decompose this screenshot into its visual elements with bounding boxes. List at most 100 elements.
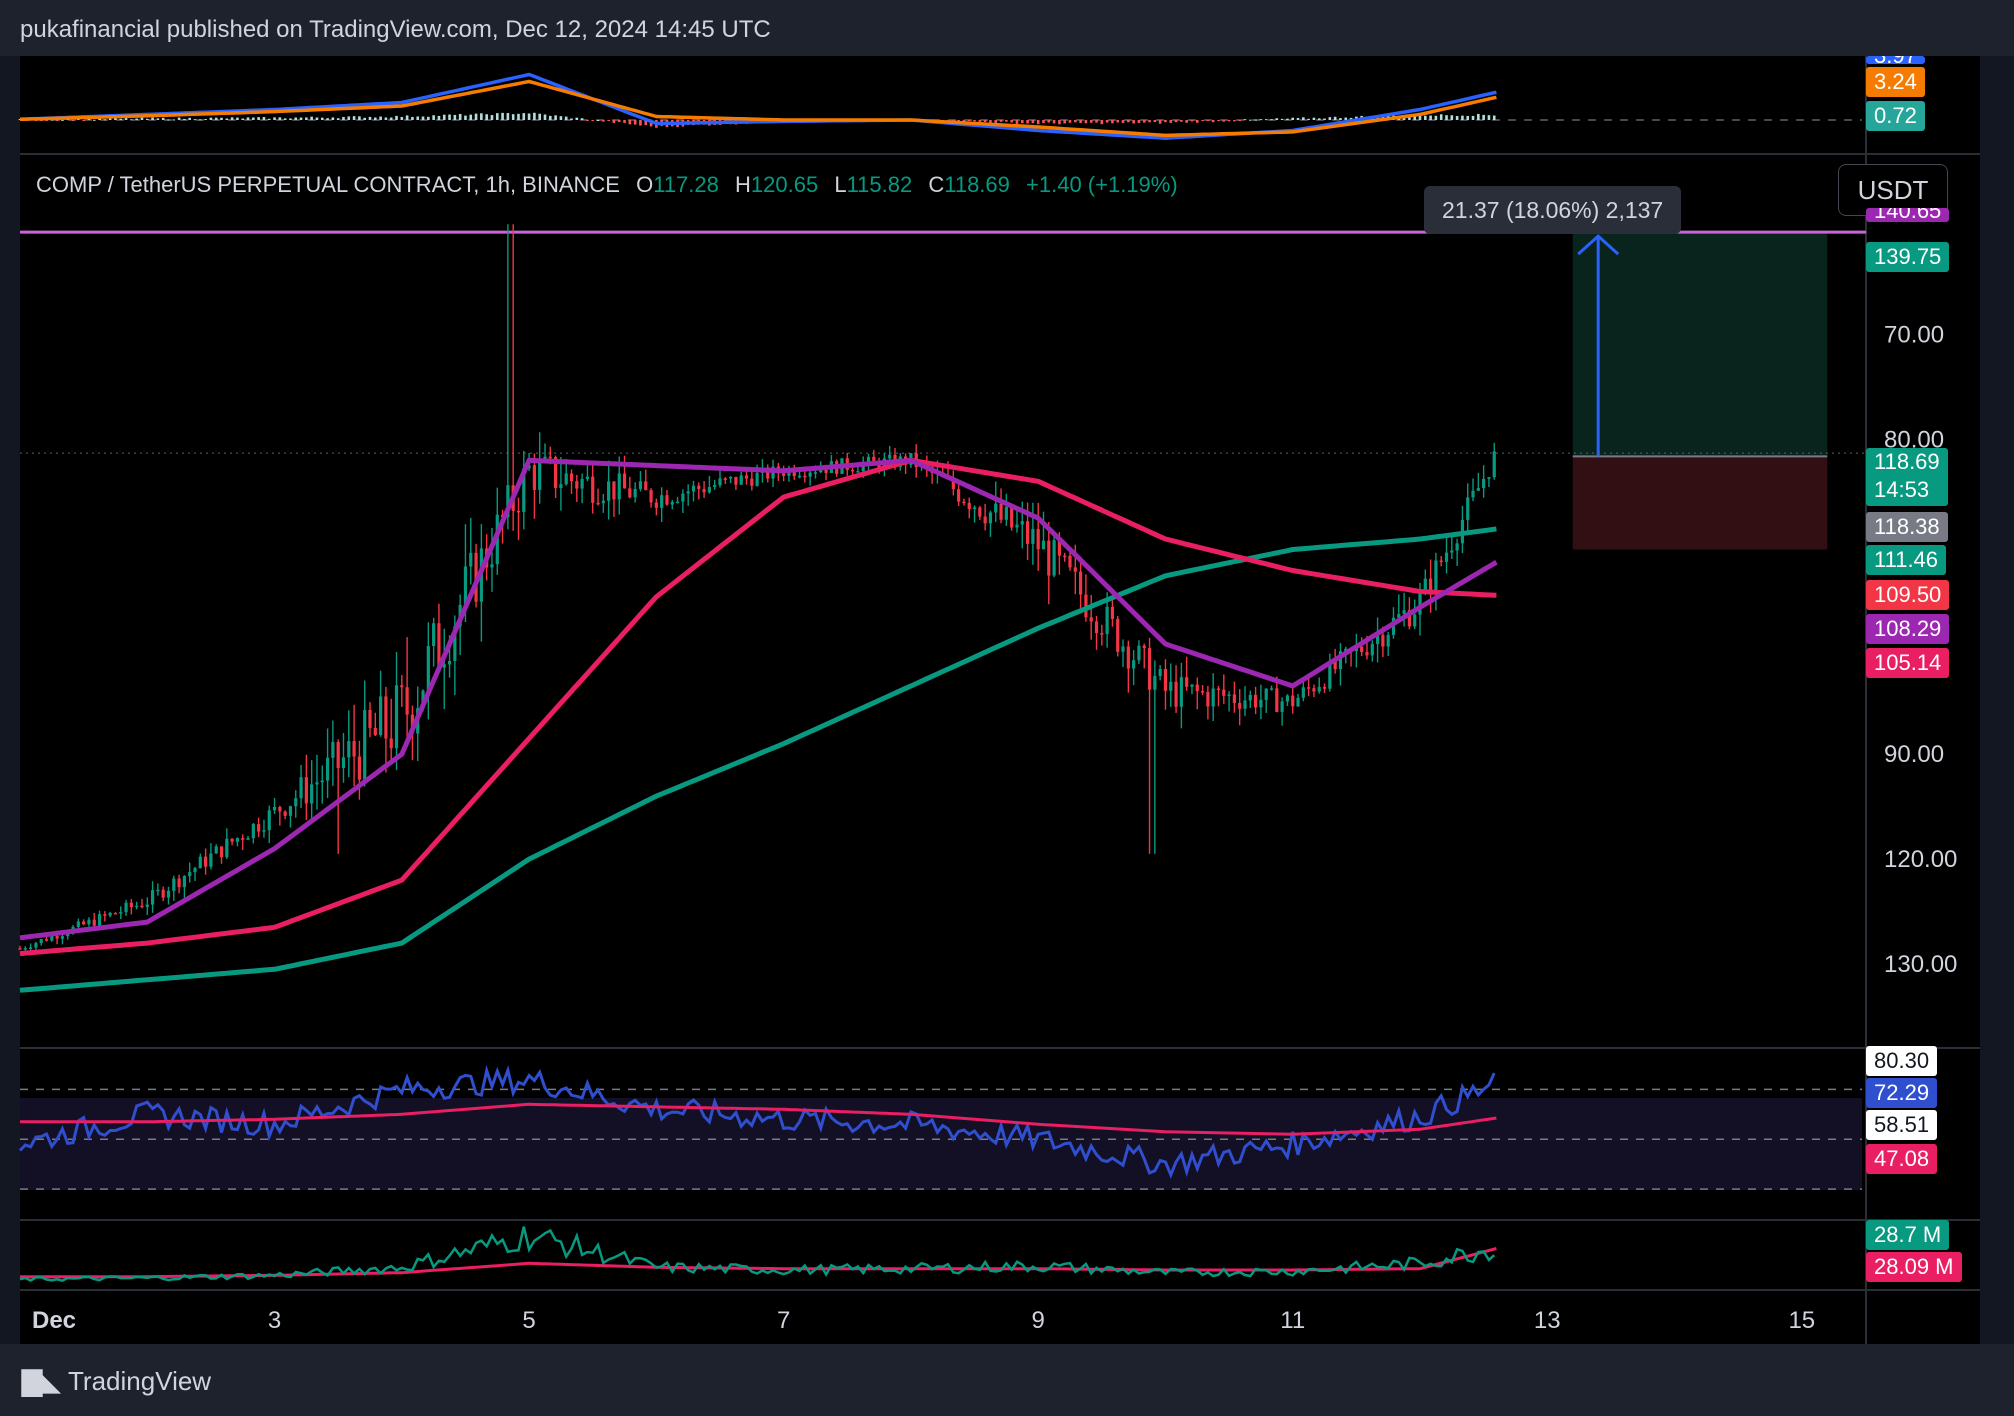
- candle-body: [994, 503, 998, 513]
- candle-body: [251, 824, 255, 839]
- price-label: 140.65: [1866, 208, 1950, 222]
- macd-histogram-bar: [45, 120, 48, 121]
- macd-histogram-bar: [273, 117, 276, 120]
- candle-body: [516, 510, 521, 513]
- candle-body: [405, 687, 409, 715]
- candle-body: [310, 784, 314, 804]
- candle-body: [681, 493, 685, 502]
- candle-body: [580, 478, 584, 489]
- macd-histogram-bar: [495, 113, 499, 120]
- macd-histogram-bar: [241, 118, 245, 120]
- macd-histogram-bar: [1148, 120, 1151, 123]
- candle-body: [172, 878, 176, 891]
- candle-body: [559, 484, 563, 488]
- tradingview-logo-icon: ▇◣: [22, 1366, 60, 1396]
- macd-histogram-bar: [559, 116, 563, 120]
- macd-histogram-bar: [1211, 120, 1215, 123]
- price-tick-label: 120.00: [1884, 846, 1957, 873]
- candle-body: [972, 507, 977, 509]
- price-label: 111.46: [1866, 545, 1947, 575]
- macd-histogram-bar: [1195, 120, 1199, 123]
- macd-histogram-bar: [1111, 120, 1114, 124]
- candle-body: [432, 623, 436, 646]
- macd-histogram-bar: [262, 116, 266, 120]
- measure-box[interactable]: [1572, 232, 1828, 550]
- candle-body: [209, 853, 213, 867]
- macd-histogram-bar: [1280, 118, 1284, 120]
- macd-histogram-bar: [464, 115, 467, 120]
- candle-body: [522, 468, 526, 512]
- tradingview-logo[interactable]: ▇◣ TradingView: [22, 1366, 211, 1397]
- macd-histogram-bar: [1206, 120, 1210, 121]
- macd-histogram-bar: [130, 119, 133, 121]
- macd-histogram-bar: [1116, 120, 1120, 123]
- macd-histogram-bar: [310, 116, 313, 120]
- macd-histogram-bar: [1344, 117, 1348, 120]
- candle-body: [718, 478, 722, 486]
- macd-histogram-bar: [87, 118, 91, 120]
- candle-body: [1004, 506, 1008, 520]
- candle-body: [166, 890, 171, 898]
- candle-body: [686, 491, 690, 494]
- macd-histogram-bar: [612, 120, 616, 123]
- candle-body: [352, 741, 356, 757]
- macd-histogram-bar: [580, 118, 584, 120]
- macd-histogram-bar: [299, 117, 303, 120]
- time-axis[interactable]: Dec 3 5 7 9 11 13 15: [32, 1307, 1815, 1334]
- macd-histogram-bar: [199, 119, 202, 121]
- price-tick-label: 90.00: [1884, 741, 1944, 768]
- macd-histogram-bar: [1031, 120, 1035, 124]
- macd-histogram-bar: [1323, 118, 1326, 120]
- macd-histogram-bar: [1418, 114, 1422, 120]
- candle-body: [872, 456, 876, 461]
- macd-histogram-bar: [522, 113, 526, 120]
- macd-histogram-bar: [1259, 119, 1263, 121]
- candle-body: [1206, 691, 1210, 707]
- candle-body: [426, 645, 430, 691]
- candle-body: [1153, 675, 1157, 690]
- macd-histogram-bar: [124, 118, 128, 120]
- macd-histogram-bar: [214, 117, 218, 120]
- currency-button[interactable]: USDT: [1838, 164, 1948, 216]
- candle-body: [373, 727, 377, 735]
- macd-histogram-bar: [458, 113, 462, 120]
- macd-histogram-bar: [527, 113, 531, 120]
- macd-histogram-bar: [188, 117, 191, 120]
- candle-body: [55, 935, 59, 939]
- candle-body: [230, 838, 234, 842]
- candle-body: [1200, 691, 1205, 693]
- candle-body: [299, 777, 303, 799]
- macd-histogram-bar: [1121, 120, 1125, 123]
- candle-body: [320, 780, 324, 783]
- macd-histogram-bar: [1052, 120, 1056, 124]
- price-label: 105.14: [1866, 648, 1950, 678]
- footer-bar: [0, 1344, 2014, 1416]
- macd-histogram-bar: [1492, 115, 1496, 120]
- candle-body: [601, 500, 605, 504]
- candle-body: [1322, 686, 1327, 689]
- candle-body: [267, 810, 271, 831]
- macd-histogram-bar: [973, 120, 976, 122]
- macd-histogram-bar: [395, 115, 398, 120]
- candle-body: [803, 475, 807, 478]
- candle-body: [1079, 571, 1083, 595]
- candle-body: [368, 709, 372, 728]
- candle-body: [978, 507, 982, 517]
- candle-body: [29, 947, 33, 949]
- macd-histogram-bar: [61, 119, 64, 121]
- macd-histogram-bar: [983, 120, 987, 123]
- macd-histogram-bar: [1243, 119, 1247, 121]
- macd-histogram-bar: [427, 116, 430, 120]
- macd-histogram-bar: [607, 120, 610, 121]
- macd-histogram-bar: [1429, 115, 1432, 120]
- candle-body: [1375, 634, 1380, 644]
- macd-histogram-bar: [442, 114, 446, 120]
- macd-histogram-bar: [257, 117, 260, 120]
- candle-body: [34, 943, 38, 948]
- candle-body: [145, 904, 149, 907]
- candle-body: [1238, 702, 1242, 709]
- candle-body: [129, 902, 133, 908]
- candle-body: [103, 914, 107, 916]
